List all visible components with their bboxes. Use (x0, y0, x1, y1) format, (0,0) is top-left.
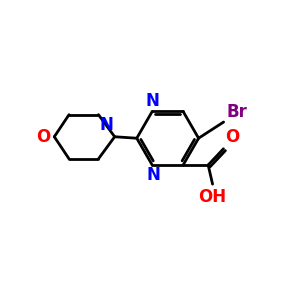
Text: Br: Br (226, 103, 248, 121)
Text: O: O (37, 128, 51, 146)
Text: N: N (99, 116, 113, 134)
Text: N: N (145, 92, 159, 110)
Text: N: N (147, 167, 160, 184)
Text: OH: OH (199, 188, 226, 206)
Text: O: O (225, 128, 239, 146)
